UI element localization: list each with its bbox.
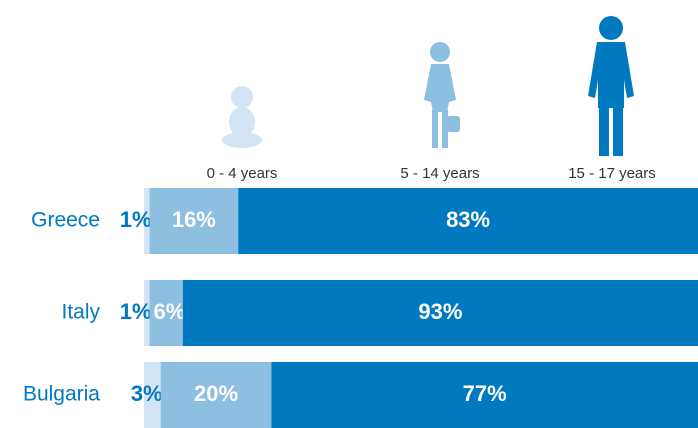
value-label: 16% — [172, 207, 216, 232]
bar-segment — [160, 362, 272, 428]
legend-label: 0 - 4 years — [207, 165, 278, 182]
child-icon — [424, 42, 460, 148]
category-label: Greece — [31, 209, 100, 232]
value-label: 6% — [154, 299, 186, 324]
value-label: 1% — [120, 299, 152, 324]
legend-label: 15 - 17 years — [568, 165, 656, 182]
value-label: 93% — [418, 299, 462, 324]
legend-label: 5 - 14 years — [400, 165, 479, 182]
bar-segment — [144, 188, 150, 254]
bar-segment — [144, 280, 150, 346]
value-label: 20% — [194, 381, 238, 406]
bar-segment — [238, 188, 698, 254]
value-label: 3% — [131, 381, 163, 406]
value-label: 77% — [463, 381, 507, 406]
value-label: 83% — [446, 207, 490, 232]
bar-segment — [144, 362, 161, 428]
icons — [222, 16, 634, 156]
bar-segment — [271, 362, 698, 428]
bar-segment — [182, 280, 698, 346]
teen-icon — [588, 16, 634, 156]
category-label: Italy — [61, 301, 100, 324]
bar-segment — [149, 280, 183, 346]
bar-segment — [149, 188, 239, 254]
baby-icon — [222, 86, 262, 148]
value-label: 1% — [120, 207, 152, 232]
category-label: Bulgaria — [23, 383, 100, 406]
